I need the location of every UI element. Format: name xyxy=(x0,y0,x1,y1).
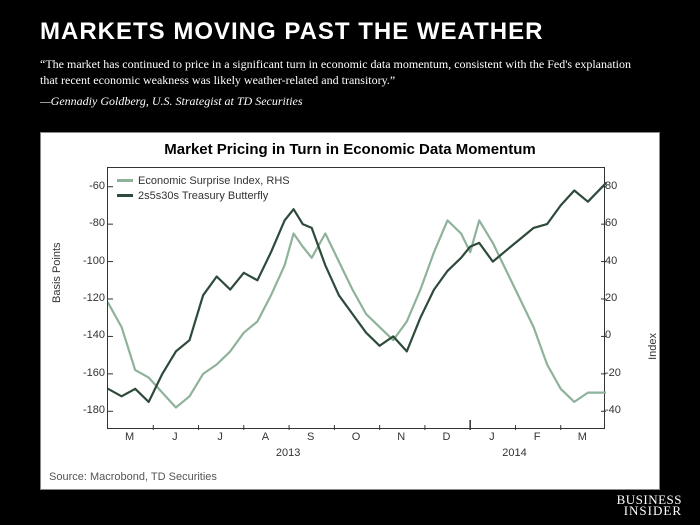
y-tick-left: -120 xyxy=(77,292,105,304)
y-tick-left: -180 xyxy=(77,404,105,416)
x-tick-month: M xyxy=(125,431,134,443)
x-tick-month: J xyxy=(172,431,178,443)
legend-swatch-icon xyxy=(117,179,133,182)
legend-label: 2s5s30s Treasury Butterfly xyxy=(138,190,268,202)
y-axis-right-label: Index xyxy=(647,333,659,360)
brand-line2: INSIDER xyxy=(617,505,682,517)
chart-source: Source: Macrobond, TD Securities xyxy=(49,471,217,483)
y-tick-right: -20 xyxy=(605,367,625,379)
y-tick-right: 40 xyxy=(605,255,625,267)
y-tick-left: -160 xyxy=(77,367,105,379)
y-tick-right: 0 xyxy=(605,329,625,341)
x-tick-month: D xyxy=(443,431,451,443)
legend-item: 2s5s30s Treasury Butterfly xyxy=(117,188,290,203)
y-axis-left-label: Basis Points xyxy=(51,242,63,303)
legend: Economic Surprise Index, RHS 2s5s30s Tre… xyxy=(117,173,290,203)
x-tick-month: J xyxy=(217,431,223,443)
x-tick-month: A xyxy=(262,431,269,443)
y-tick-left: -80 xyxy=(77,217,105,229)
page-headline: MARKETS MOVING PAST THE WEATHER xyxy=(0,0,700,56)
y-tick-left: -100 xyxy=(77,255,105,267)
x-tick-year: 2014 xyxy=(502,447,526,459)
legend-label: Economic Surprise Index, RHS xyxy=(138,175,290,187)
x-tick-month: O xyxy=(352,431,361,443)
chart-panel: Market Pricing in Turn in Economic Data … xyxy=(40,132,660,490)
y-tick-right: -40 xyxy=(605,404,625,416)
chart-title: Market Pricing in Turn in Economic Data … xyxy=(41,133,659,160)
y-tick-right: 60 xyxy=(605,217,625,229)
x-tick-month: J xyxy=(489,431,495,443)
brand-logo: BUSINESS INSIDER xyxy=(617,494,682,517)
y-tick-left: -60 xyxy=(77,180,105,192)
x-tick-month: N xyxy=(397,431,405,443)
legend-swatch-icon xyxy=(117,194,133,197)
y-tick-left: -140 xyxy=(77,329,105,341)
quote-text: “The market has continued to price in a … xyxy=(0,56,700,94)
y-tick-right: 20 xyxy=(605,292,625,304)
x-tick-month: M xyxy=(578,431,587,443)
plot-area xyxy=(107,167,605,429)
y-tick-right: 80 xyxy=(605,180,625,192)
plot-svg xyxy=(108,168,606,430)
x-tick-year: 2013 xyxy=(276,447,300,459)
x-tick-month: S xyxy=(307,431,314,443)
legend-item: Economic Surprise Index, RHS xyxy=(117,173,290,188)
x-tick-month: F xyxy=(534,431,541,443)
quote-attribution: —Gennadiy Goldberg, U.S. Strategist at T… xyxy=(0,94,700,119)
